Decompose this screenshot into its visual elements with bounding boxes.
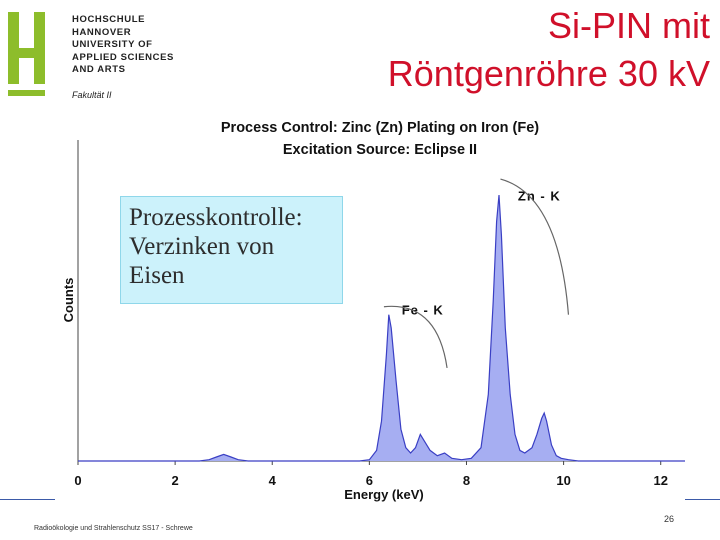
x-tick-label: 6 [366,473,373,488]
callout-line: Verzinken von [129,233,275,260]
slide-title-line2: Röntgenröhre 30 kV [387,53,710,94]
university-logo: HOCHSCHULE HANNOVER UNIVERSITY OF APPLIE… [8,12,178,107]
peak-label: Fe - K [402,303,444,318]
callout-line: Eisen [129,262,185,289]
peak-arrow [383,305,448,368]
logo-line: HOCHSCHULE [72,14,146,25]
y-axis-label: Counts [61,278,76,323]
x-tick-label: 0 [74,473,81,488]
h-logo-icon [8,12,45,96]
logo-line: AND ARTS [72,64,126,76]
logo-line: APPLIED SCIENCES [72,51,174,63]
x-tick-label: 10 [556,473,570,488]
x-tick-label: 4 [269,473,277,488]
x-tick-label: 2 [172,473,179,488]
logo-text: HOCHSCHULE HANNOVER UNIVERSITY OF APPLIE… [72,14,174,77]
chart-subtitle: Excitation Source: Eclipse II [283,142,477,158]
footer-text: Radioökologie und Strahlenschutz SS17 - … [34,525,193,532]
page-number: 26 [664,514,675,524]
x-axis-label: Energy (keV) [344,487,423,502]
peak-label: Zn - K [518,188,561,203]
logo-line: HANNOVER [72,26,132,38]
spectrum-line [78,194,685,462]
faculty-label: Fakultät II [72,90,112,100]
callout-line: Prozesskontrolle: [129,204,303,231]
footer-line-left [0,499,55,500]
x-tick-label: 12 [653,473,667,488]
chart-title: Process Control: Zinc (Zn) Plating on Ir… [221,120,539,136]
callout-box: Prozesskontrolle: Verzinken von Eisen [120,196,343,304]
peak-arrow [500,178,570,315]
slide-title-line1: Si-PIN mit [548,5,710,46]
footer-line-right [685,499,720,500]
slide-title: Si-PIN mit Röntgenröhre 30 kV [388,2,710,98]
x-tick-label: 8 [463,473,470,488]
logo-line: UNIVERSITY OF [72,39,153,51]
